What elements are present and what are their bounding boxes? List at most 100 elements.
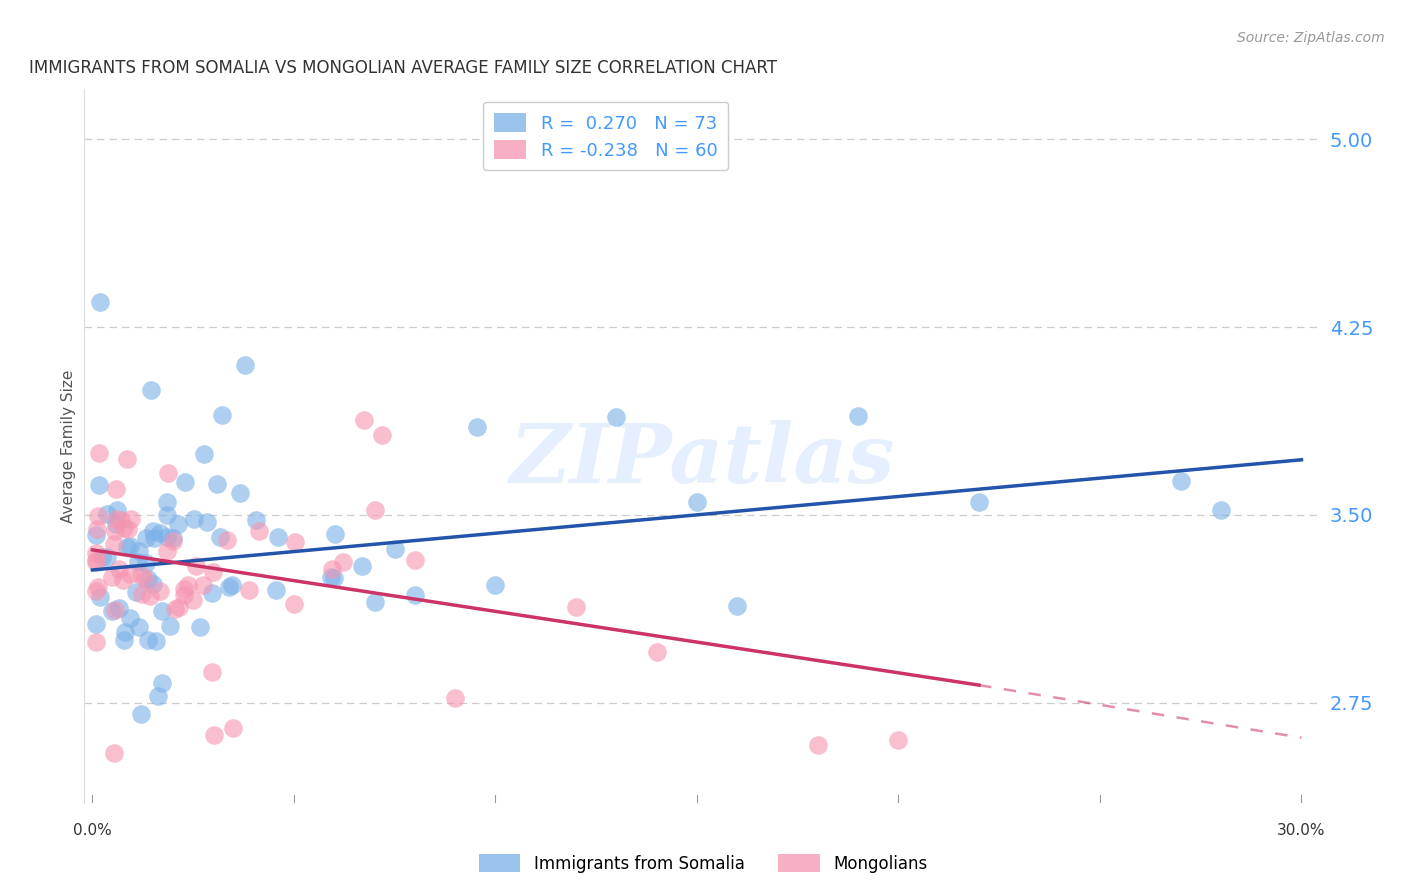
Point (323, 571, 346, 585)
Text: ZIPatlas: ZIPatlas (510, 420, 896, 500)
Point (177, 578, 200, 592)
Point (167, 600, 190, 615)
Point (181, 592, 204, 607)
Point (319, 570, 342, 584)
Point (363, 502, 385, 516)
Point (156, 530, 179, 544)
Point (173, 475, 195, 490)
Point (86, 616, 108, 631)
Text: Source: ZipAtlas.com: Source: ZipAtlas.com (1237, 31, 1385, 45)
Point (156, 495, 179, 509)
Point (104, 603, 127, 617)
Point (128, 543, 150, 558)
Point (120, 512, 142, 526)
Point (188, 620, 211, 634)
Point (173, 588, 195, 602)
Point (1209, 503, 1232, 517)
Point (139, 383, 162, 397)
Point (115, 452, 138, 467)
Point (218, 580, 240, 594)
Point (105, 483, 128, 497)
Point (156, 544, 179, 558)
Point (142, 524, 165, 538)
Point (145, 633, 167, 648)
Point (191, 577, 214, 591)
Text: 0.0%: 0.0% (73, 822, 112, 838)
Point (167, 516, 190, 531)
Text: IMMIGRANTS FROM SOMALIA VS MONGOLIAN AVERAGE FAMILY SIZE CORRELATION CHART: IMMIGRANTS FROM SOMALIA VS MONGOLIAN AVE… (28, 59, 776, 77)
Point (104, 512, 127, 526)
Point (211, 408, 233, 422)
Point (101, 570, 124, 584)
Point (221, 578, 243, 592)
Point (104, 524, 127, 539)
Point (159, 619, 181, 633)
Point (846, 409, 869, 423)
Point (321, 562, 343, 576)
Point (686, 494, 709, 508)
Point (484, 578, 506, 592)
Point (565, 600, 588, 615)
Point (233, 358, 256, 372)
Point (967, 495, 990, 509)
Point (465, 420, 488, 434)
Legend: Immigrants from Somalia, Mongolians: Immigrants from Somalia, Mongolians (472, 847, 934, 880)
Point (725, 599, 748, 614)
Point (201, 565, 224, 579)
Point (807, 738, 830, 752)
Point (115, 541, 138, 555)
Point (162, 533, 184, 548)
Point (96, 550, 118, 565)
Point (363, 595, 385, 609)
Point (193, 447, 215, 461)
Point (217, 533, 239, 547)
Point (138, 633, 160, 648)
Point (238, 582, 260, 597)
Point (86, 553, 108, 567)
Point (371, 427, 394, 442)
Point (103, 746, 125, 760)
Point (86, 635, 108, 649)
Point (86, 528, 108, 542)
Point (107, 601, 129, 615)
Point (112, 573, 135, 587)
Point (444, 690, 467, 705)
Point (101, 604, 124, 618)
Point (117, 521, 139, 535)
Point (202, 728, 225, 742)
Point (103, 537, 125, 551)
Point (245, 513, 267, 527)
Point (96, 507, 118, 521)
Point (112, 632, 135, 647)
Point (131, 587, 153, 601)
Point (89, 478, 111, 492)
Y-axis label: Average Family Size: Average Family Size (60, 369, 76, 523)
Point (201, 665, 224, 680)
Point (146, 689, 169, 703)
Point (87, 580, 110, 594)
Point (142, 576, 165, 591)
Point (165, 602, 187, 616)
Point (221, 721, 243, 735)
Point (162, 531, 184, 545)
Point (183, 512, 205, 526)
Point (120, 539, 142, 553)
Point (91, 549, 114, 564)
Point (125, 584, 148, 599)
Point (87, 446, 110, 460)
Point (128, 619, 150, 633)
Point (645, 645, 668, 659)
Text: 30.0%: 30.0% (1277, 822, 1326, 838)
Point (209, 530, 232, 544)
Legend: R =  0.270   N = 73, R = -0.238   N = 60: R = 0.270 N = 73, R = -0.238 N = 60 (484, 102, 728, 170)
Point (87, 509, 110, 524)
Point (107, 562, 129, 576)
Point (284, 535, 307, 549)
Point (1170, 474, 1192, 488)
Point (105, 503, 128, 517)
Point (332, 555, 354, 569)
Point (156, 508, 179, 523)
Point (173, 582, 195, 596)
Point (139, 589, 162, 603)
Point (143, 531, 166, 545)
